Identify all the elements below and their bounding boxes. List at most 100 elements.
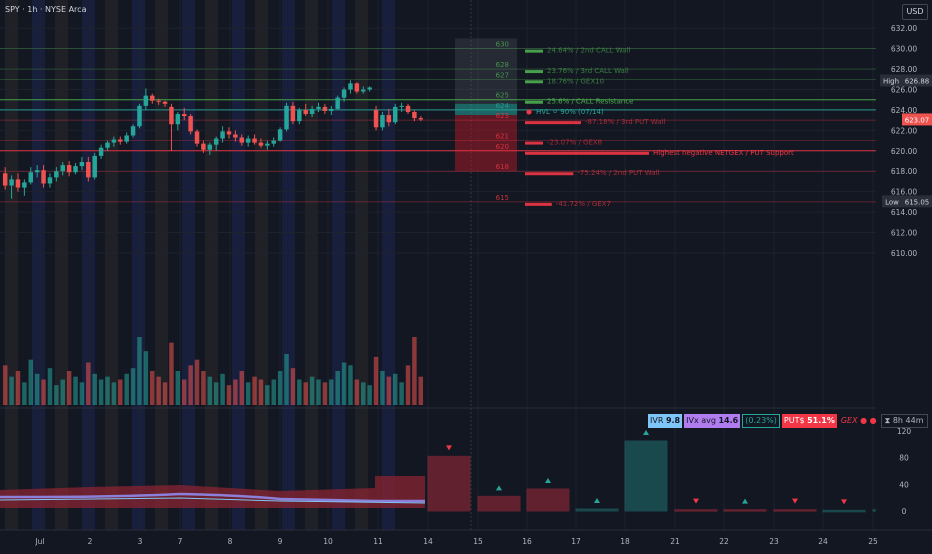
candle-body[interactable] [380,115,385,128]
time-axis[interactable]: Jul 2 3 7 8 9 10 11 14 15 16 17 18 21 22 23 24 25 [0,529,932,550]
candle-body[interactable] [386,115,392,123]
candle-body[interactable] [341,89,347,98]
candle-body[interactable] [418,118,424,120]
candle-body[interactable] [22,182,27,188]
candle-body[interactable] [28,172,34,183]
timer-badge: ⧗ 8h 44m [880,414,928,428]
time-tick-label: 18 [620,537,630,546]
candle-body[interactable] [66,165,72,173]
candle-body[interactable] [392,106,398,123]
volume-bar [86,362,91,405]
gex-label: GEX [840,416,858,425]
candle-body[interactable] [329,108,334,111]
volume-bar [194,359,200,405]
candle-body[interactable] [118,139,123,142]
candle-body[interactable] [156,100,161,102]
candle-body[interactable] [309,108,315,115]
candle-body[interactable] [271,140,276,144]
afterhours-band [382,0,395,530]
candle-body[interactable] [175,114,181,125]
candle-body[interactable] [361,89,366,92]
candle-body[interactable] [322,106,328,111]
candle-body[interactable] [373,109,379,128]
gex-level-price: 630 [496,41,509,49]
candle-body[interactable] [150,95,155,101]
candle-body[interactable] [226,131,232,135]
puts-label: PUT$ [783,416,805,425]
candle-body[interactable] [2,173,8,186]
volume-bar [79,382,85,405]
candle-body[interactable] [47,177,53,184]
volume-bar [380,371,385,405]
candle-body[interactable] [54,171,59,178]
gex-forecast-bar [822,509,866,513]
volume-bar [2,365,8,405]
symbol-header[interactable]: SPY · 1h · NYSE Arca [5,5,86,14]
candle-body[interactable] [34,170,40,173]
volume-bar [399,382,404,405]
volume-bar [309,376,315,405]
candle-body[interactable] [284,105,289,130]
candle-body[interactable] [412,111,417,119]
candle-body[interactable] [79,162,85,167]
candle-body[interactable] [181,114,187,117]
gex-level-label: -87.18% / 3rd PUT Wall [585,118,665,126]
candle-body[interactable] [348,83,353,90]
candle-body[interactable] [220,131,225,139]
candle-body[interactable] [124,135,129,142]
candle-body[interactable] [290,105,296,122]
volume-bar [207,376,213,405]
currency-button[interactable]: USD [902,4,928,20]
candle-body[interactable] [98,147,104,156]
candle-body[interactable] [252,138,257,143]
candle-body[interactable] [143,95,149,106]
candles[interactable] [2,80,424,199]
candle-body[interactable] [239,137,245,143]
candle-body[interactable] [60,165,65,172]
candle-body[interactable] [201,143,206,150]
candle-body[interactable] [367,87,372,90]
volume-bar [175,371,181,405]
candle-body[interactable] [335,97,340,109]
gex-level-price: 624 [496,102,510,110]
candle-body[interactable] [354,83,360,92]
candle-body[interactable] [297,109,302,122]
candle-body[interactable] [188,116,193,132]
candle-body[interactable] [245,138,251,143]
candle-body[interactable] [86,162,91,178]
volume-bar [54,385,59,405]
volume-bar [405,365,411,405]
candle-body[interactable] [316,106,321,109]
candle-body[interactable] [399,105,404,107]
indicator-tick-label: 0 [902,507,907,516]
candle-body[interactable] [207,144,213,150]
candle-body[interactable] [105,142,110,148]
candle-body[interactable] [265,143,270,146]
candle-body[interactable] [405,105,411,112]
candle-body[interactable] [233,134,238,138]
candle-body[interactable] [41,170,46,184]
candle-body[interactable] [137,105,142,127]
candle-body[interactable] [111,139,117,143]
gex-strength-bar [525,80,543,84]
gex-level-price: 625 [496,92,509,100]
candle-body[interactable] [73,166,78,173]
candle-body[interactable] [194,131,200,144]
candle-body[interactable] [162,101,168,104]
candle-body[interactable] [258,142,264,146]
volume-bar [341,362,347,405]
price-axis[interactable]: 632.00 630.00 628.00 626.00 624.00 622.00 620.… [876,0,932,530]
timer-value: 8h 44m [892,416,924,425]
candle-body[interactable] [213,138,219,145]
candle-body[interactable] [15,179,21,188]
volume-bar [118,379,123,405]
premarket-band [305,0,318,530]
candle-body[interactable] [130,126,136,136]
volume-bar [373,356,379,405]
candle-body[interactable] [303,109,308,115]
candle-body[interactable] [92,155,97,178]
candle-body[interactable] [277,129,283,141]
candle-body[interactable] [169,106,174,125]
candle-body[interactable] [9,179,14,186]
